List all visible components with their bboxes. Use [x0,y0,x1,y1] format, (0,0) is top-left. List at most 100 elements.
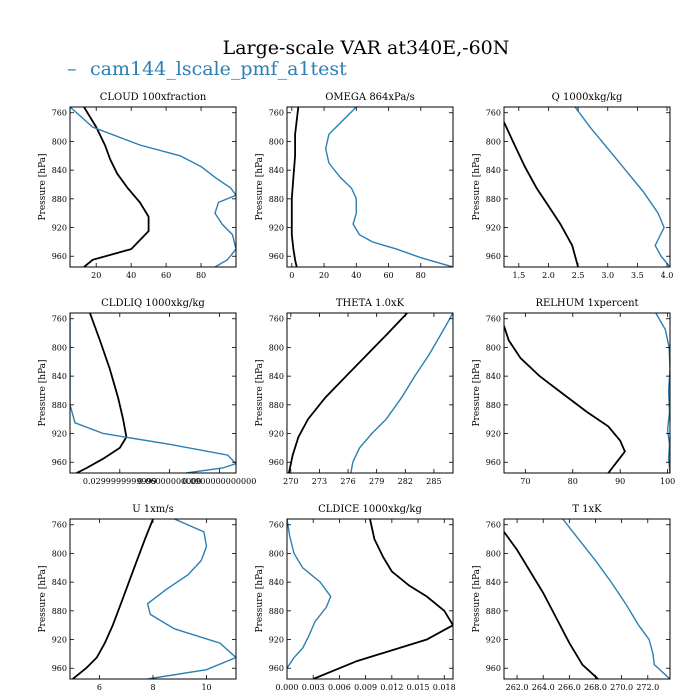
y-tick-label: 760 [269,109,284,118]
panel-5: THETA 1.0xK 760 800 840 880 920 960 270 273 276 27… [255,298,454,486]
series-line-case [562,519,670,679]
x-tick-label: 100 [660,477,675,486]
plot-frame [286,106,454,268]
x-tick-label: 268.0 [584,683,607,692]
x-tick-label: 0.009 [354,683,377,692]
plot-frame [503,312,671,474]
x-tick-label: 276 [340,477,355,486]
y-tick-label: 840 [486,166,501,175]
panel-4: CLDLIQ 1000xkg/kg 760 800 840 880 920 960 0.029… [38,298,256,486]
y-tick-label: 960 [486,458,501,467]
panel-title: OMEGA 864xPa/s [325,92,415,103]
series-line-obs [76,313,128,473]
y-tick-label: 960 [486,664,501,673]
y-tick-label: 920 [486,224,501,233]
y-tick-label: 880 [52,401,67,410]
series-line-case [324,107,453,267]
x-tick-label: 60 [383,271,393,280]
panel-1: CLOUD 100xfraction 760 800 840 880 920 960 20 40… [38,92,237,280]
y-tick-label: 960 [269,252,284,261]
y-tick-label: 760 [52,109,67,118]
x-tick-label: 10 [201,683,211,692]
series-line-case [574,107,670,267]
x-tick-label: 40 [351,271,361,280]
y-tick-label: 960 [52,458,67,467]
x-tick-label: 0.0900000000000 [182,477,256,486]
x-tick-label: 0.006 [328,683,351,692]
y-tick-label: 960 [52,664,67,673]
y-tick-label: 920 [486,430,501,439]
x-tick-label: 279 [369,477,384,486]
series-line-obs [72,519,154,679]
y-axis-label: Pressure [hPa] [255,153,265,220]
y-tick-label: 880 [486,401,501,410]
x-tick-label: 20 [319,271,329,280]
y-axis-label: Pressure [hPa] [38,153,48,220]
x-tick-label: 0.000 [276,683,299,692]
y-tick-label: 880 [52,195,67,204]
y-tick-label: 800 [486,343,501,352]
x-tick-label: 80 [196,271,206,280]
y-tick-label: 760 [486,109,501,118]
x-tick-label: 40 [126,271,136,280]
plot-frame [69,312,237,474]
panel-title: CLDICE 1000xkg/kg [318,504,422,515]
panel-title: THETA 1.0xK [336,298,405,309]
y-tick-label: 920 [269,430,284,439]
panel-title: U 1xm/s [132,504,174,515]
series-line-obs [504,531,599,679]
y-axis-label: Pressure [hPa] [38,359,48,426]
panel-6: RELHUM 1xpercent 760 800 840 880 920 960 70 80 90… [472,298,675,486]
y-tick-label: 760 [486,315,501,324]
x-tick-label: 90 [615,477,625,486]
y-tick-label: 880 [269,401,284,410]
figure-title: Large-scale VAR at340E,-60N [223,37,510,59]
x-tick-label: 3.5 [631,271,644,280]
y-tick-label: 840 [486,372,501,381]
legend-label: cam144_lscale_pmf_a1test [90,58,347,80]
panel-title: Q 1000xkg/kg [552,92,623,103]
y-tick-label: 880 [486,195,501,204]
y-tick-label: 920 [269,224,284,233]
series-line-obs [504,325,626,473]
y-axis-label: Pressure [hPa] [472,565,482,632]
y-axis-label: Pressure [hPa] [38,565,48,632]
y-tick-label: 840 [52,578,67,587]
y-axis-label: Pressure [hPa] [472,359,482,426]
x-tick-label: 8 [150,683,155,692]
panel-title: CLDLIQ 1000xkg/kg [101,298,205,309]
y-tick-label: 880 [486,607,501,616]
series-line-case [350,313,453,473]
y-tick-label: 800 [52,343,67,352]
x-tick-label: 0.018 [433,683,456,692]
plot-frame [503,106,671,268]
legend: – cam144_lscale_pmf_a1test [67,58,347,80]
y-axis-label: Pressure [hPa] [472,153,482,220]
y-tick-label: 960 [269,664,284,673]
y-axis-label: Pressure [hPa] [255,565,265,632]
series-line-case [655,313,670,473]
panel-2: OMEGA 864xPa/s 760 800 840 880 920 960 0 20 40 60 8… [255,92,454,280]
y-tick-label: 800 [269,343,284,352]
y-tick-label: 800 [486,549,501,558]
x-tick-label: 1.5 [512,271,525,280]
plot-frame [286,312,454,474]
y-tick-label: 760 [52,521,67,530]
y-tick-label: 920 [52,636,67,645]
series-line-case [70,313,236,473]
y-tick-label: 880 [269,195,284,204]
y-tick-label: 960 [269,458,284,467]
x-tick-label: 270.0 [610,683,633,692]
panel-title: T 1xK [572,504,602,515]
y-tick-label: 880 [269,607,284,616]
x-tick-label: 2.0 [542,271,555,280]
y-tick-label: 760 [486,521,501,530]
series-line-obs [83,107,150,267]
x-tick-label: 262.0 [506,683,529,692]
y-tick-label: 960 [486,252,501,261]
x-tick-label: 273 [312,477,327,486]
x-tick-label: 4.0 [661,271,674,280]
x-tick-label: 0.0299999999999 [83,477,157,486]
y-tick-label: 800 [52,549,67,558]
